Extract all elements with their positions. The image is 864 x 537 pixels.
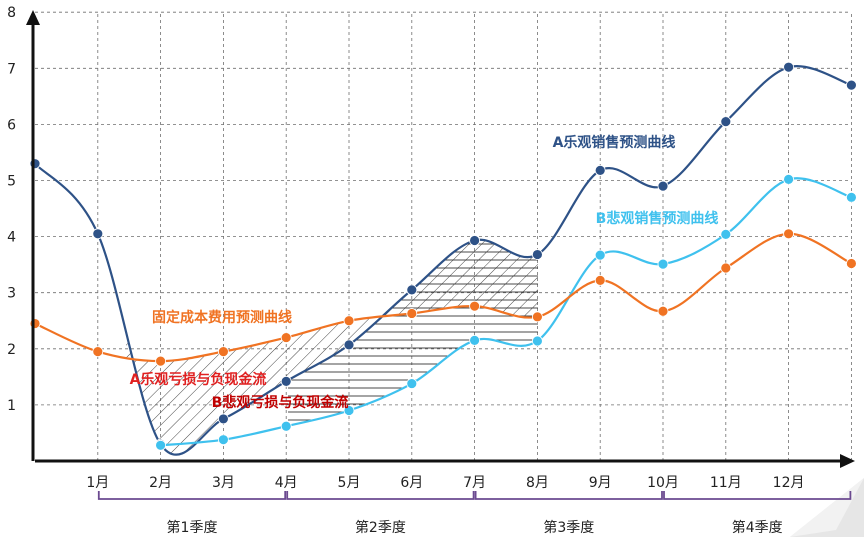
quarter-label: 第4季度 xyxy=(732,519,783,536)
series-point xyxy=(217,346,229,358)
x-tick-label: 7月 xyxy=(463,475,486,491)
loss-area-b xyxy=(288,239,538,426)
y-tick-label: 2 xyxy=(7,342,16,358)
series-point xyxy=(532,249,543,260)
y-tick-label: 5 xyxy=(7,174,16,190)
series-point xyxy=(469,334,481,346)
x-tick-label: 5月 xyxy=(338,475,361,491)
x-tick-label: 9月 xyxy=(589,475,612,491)
loss-area-a xyxy=(126,331,288,455)
x-tick-label: 8月 xyxy=(526,475,549,491)
y-axis-arrow xyxy=(26,10,40,25)
quarter-label: 第3季度 xyxy=(543,519,594,536)
annotation-label: 固定成本费用预测曲线 xyxy=(152,309,292,326)
series-point xyxy=(657,180,669,192)
y-tick-label: 6 xyxy=(7,117,16,133)
quarter-bracket xyxy=(286,491,475,500)
series-point xyxy=(469,235,481,246)
series-point xyxy=(720,116,732,127)
series-point xyxy=(846,79,857,91)
quarter-bracket xyxy=(97,491,287,500)
series-point xyxy=(783,61,794,73)
x-tick-label: 1月 xyxy=(86,475,109,491)
x-tick-label: 11月 xyxy=(710,475,742,491)
series-point xyxy=(657,305,669,317)
y-tick-label: 7 xyxy=(7,61,16,77)
series-point xyxy=(343,405,355,416)
annotation-label: B悲观亏损与负现金流 xyxy=(212,394,349,411)
quarter-label: 第1季度 xyxy=(167,519,218,536)
x-tick-label: 10月 xyxy=(647,475,679,491)
series-point xyxy=(532,335,543,347)
annotation-label: A乐观销售预测曲线 xyxy=(553,134,676,151)
x-tick-label: 2月 xyxy=(149,475,172,491)
x-tick-label: 6月 xyxy=(400,475,423,491)
series-point xyxy=(155,439,167,451)
x-tick-label: 12月 xyxy=(773,475,805,491)
series-point xyxy=(783,173,794,185)
series-point xyxy=(846,191,857,203)
series-point xyxy=(594,249,606,261)
series-point xyxy=(846,258,857,269)
x-tick-label: 4月 xyxy=(275,475,298,491)
series-point xyxy=(720,228,732,240)
series-point xyxy=(343,315,355,327)
series-point xyxy=(657,258,669,270)
series-point xyxy=(280,420,292,432)
y-tick-label: 3 xyxy=(7,286,16,302)
series-point xyxy=(594,274,606,286)
y-tick-label: 1 xyxy=(7,398,16,414)
annotation-label: A乐观亏损与负现金流 xyxy=(130,371,267,388)
series-point xyxy=(406,308,418,319)
quarter-label: 第2季度 xyxy=(355,519,406,536)
series-point xyxy=(155,355,167,367)
series-point xyxy=(406,284,418,296)
axes xyxy=(26,10,855,468)
quarter-bracket xyxy=(663,491,852,500)
series-point xyxy=(280,332,292,343)
y-tick-label: 8 xyxy=(7,5,16,21)
series-point xyxy=(92,346,104,358)
quarter-bracket xyxy=(474,491,663,500)
series-point xyxy=(532,311,543,323)
series-point xyxy=(469,300,481,312)
page-curl-fold xyxy=(790,478,864,537)
grid xyxy=(35,11,852,461)
series-point xyxy=(343,339,355,351)
series-point xyxy=(217,413,229,425)
series-point xyxy=(783,228,794,240)
x-tick-label: 3月 xyxy=(212,475,235,491)
x-axis-arrow xyxy=(840,454,855,468)
y-tick-label: 4 xyxy=(7,230,16,246)
series-point xyxy=(280,375,292,387)
series-point xyxy=(720,262,732,274)
series-lines xyxy=(29,61,857,456)
series-point xyxy=(594,165,606,176)
series-point xyxy=(217,434,229,446)
series-point xyxy=(406,378,418,389)
series-line-0 xyxy=(34,65,852,456)
series-point xyxy=(92,228,104,240)
annotation-label: B悲观销售预测曲线 xyxy=(596,210,719,227)
